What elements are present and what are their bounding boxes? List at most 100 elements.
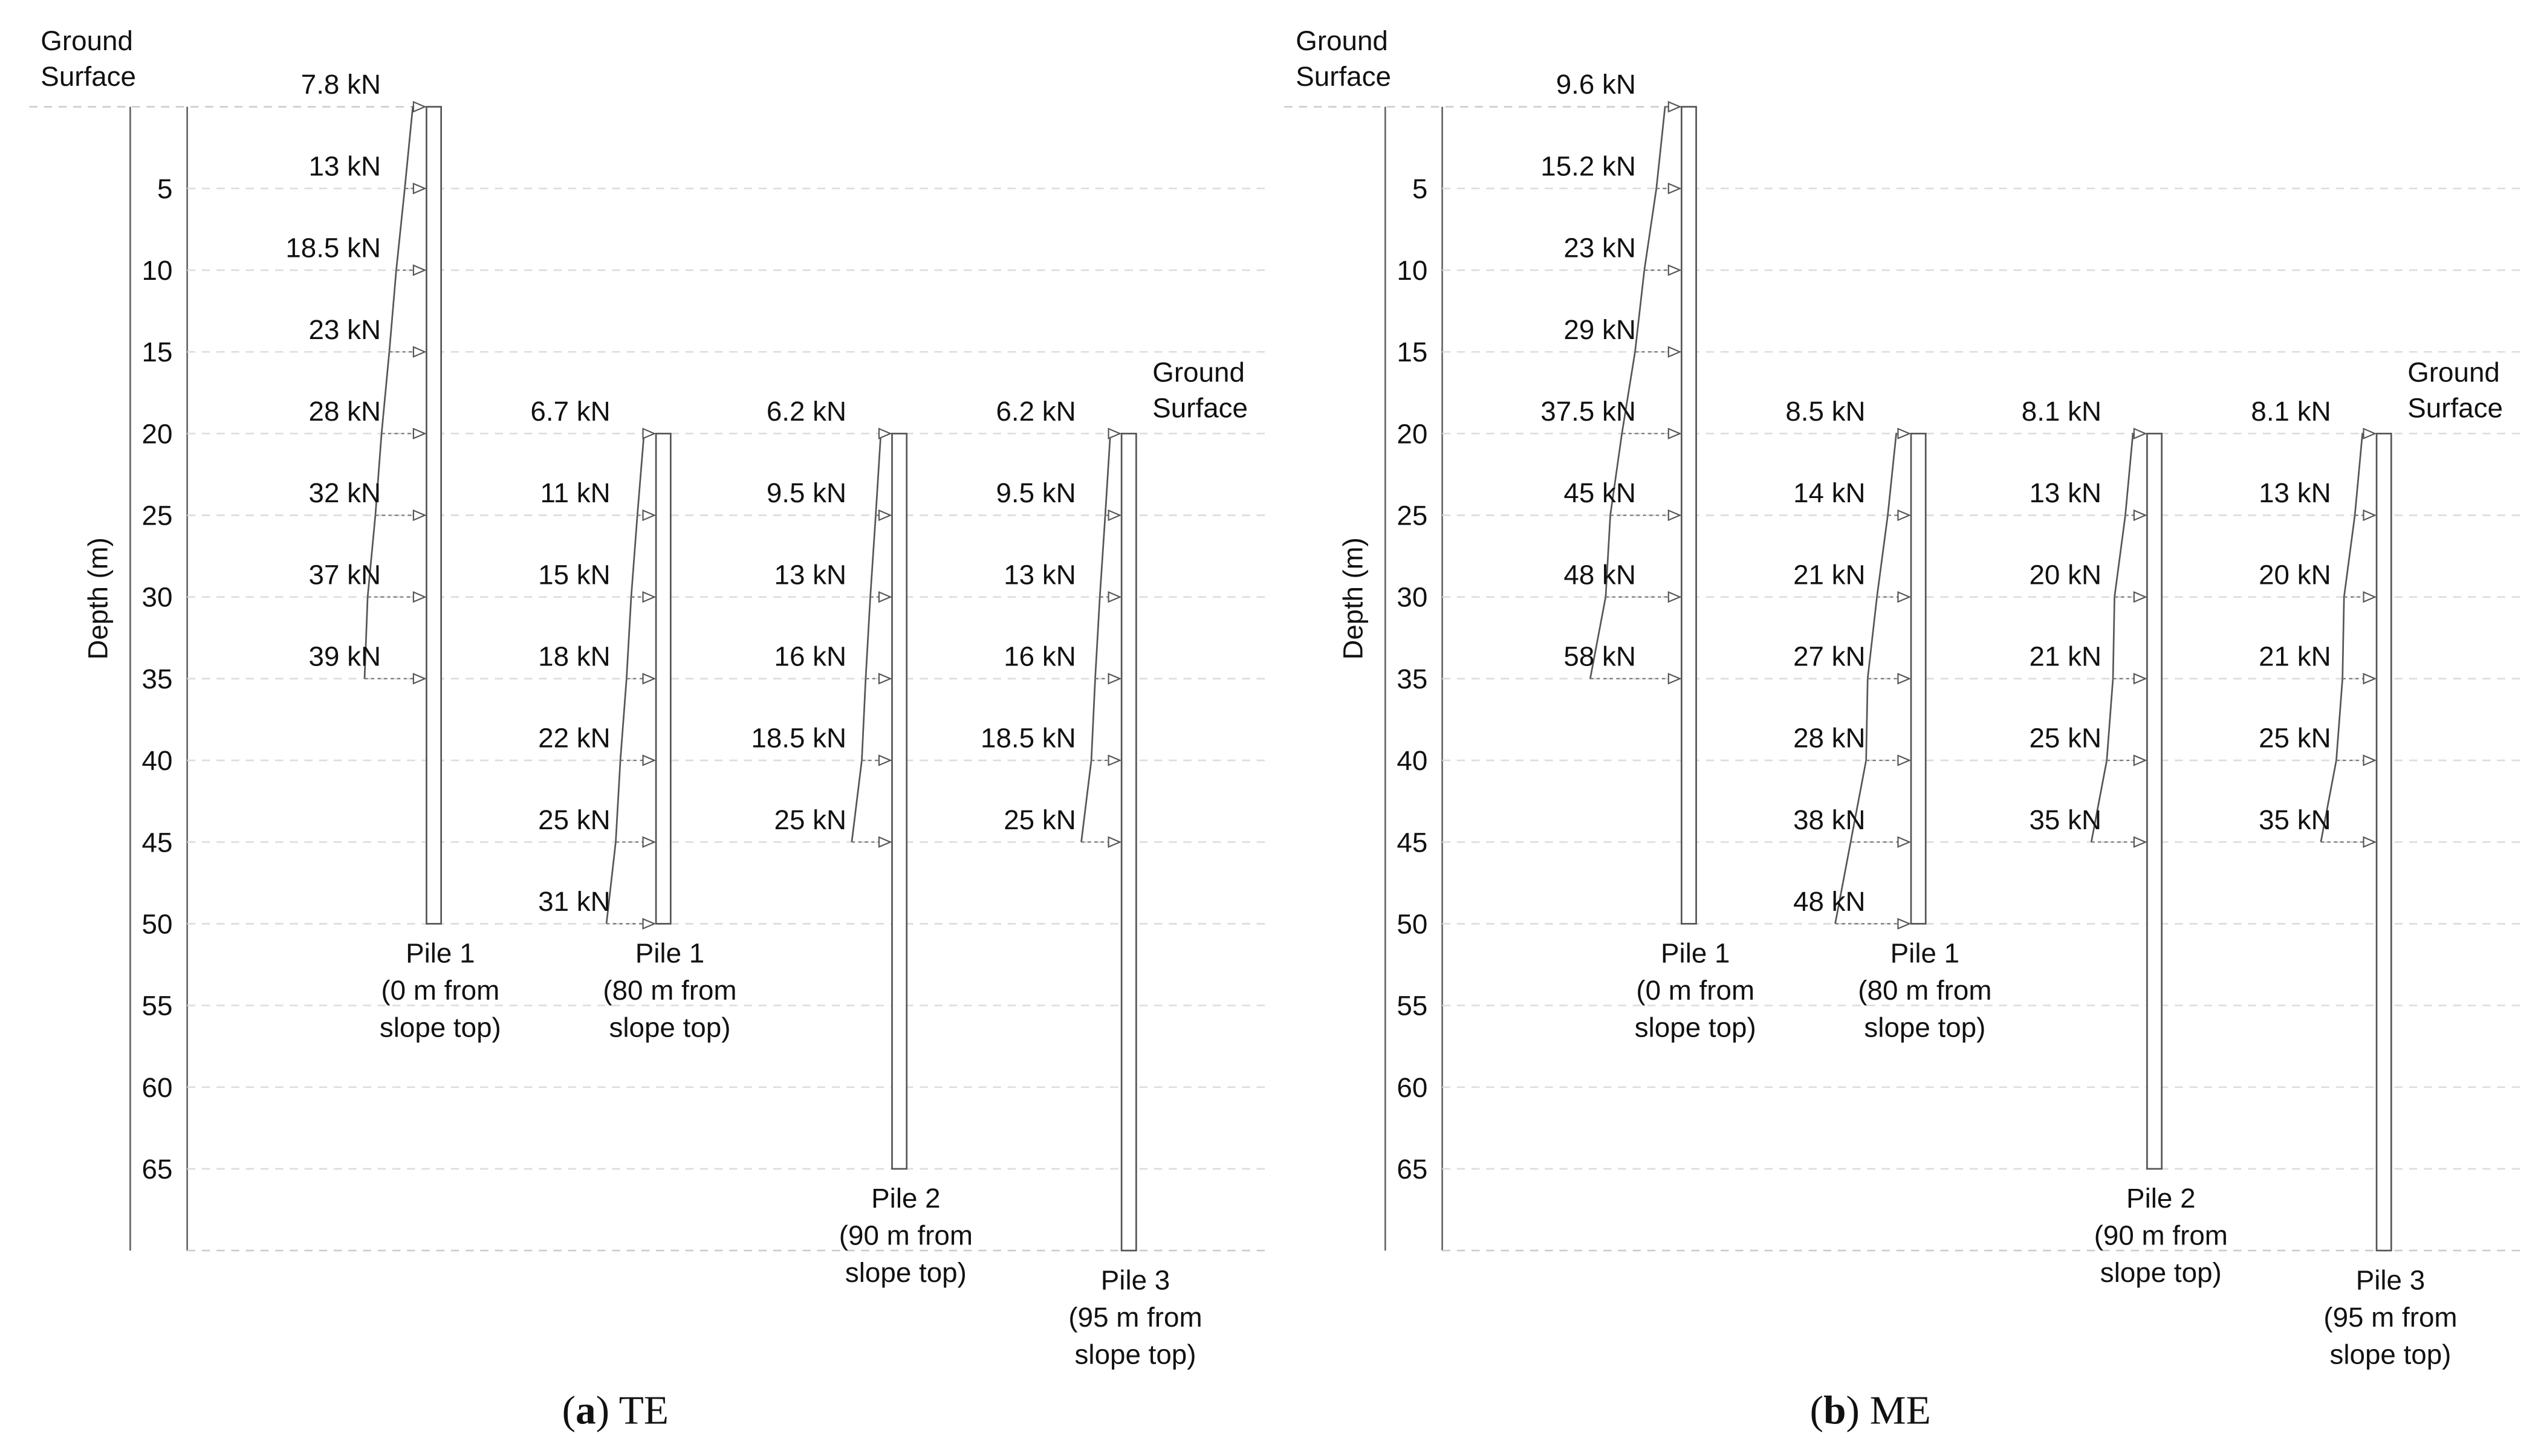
arrow-head bbox=[1897, 673, 1912, 685]
pile-label-line: (95 m from bbox=[2323, 1302, 2457, 1333]
load-label: 23 kN bbox=[309, 314, 381, 345]
y-tick-label: 65 bbox=[142, 1154, 173, 1185]
y-tick-label: 40 bbox=[142, 745, 173, 776]
arrow-head bbox=[2133, 836, 2147, 848]
y-tick-label: 60 bbox=[142, 1072, 173, 1103]
load-label: 6.2 kN bbox=[996, 396, 1076, 427]
load-label: 38 kN bbox=[1793, 804, 1866, 835]
load-label: 20 kN bbox=[2029, 559, 2101, 590]
y-tick-label: 5 bbox=[157, 173, 172, 204]
load-label: 27 kN bbox=[1793, 641, 1866, 672]
arrow-head bbox=[412, 346, 427, 358]
ground-label-line: Ground bbox=[1296, 25, 1388, 56]
load-label: 6.2 kN bbox=[767, 396, 846, 427]
pile bbox=[1120, 433, 1137, 1252]
load-label: 48 kN bbox=[1563, 559, 1636, 590]
load-label: 18 kN bbox=[538, 641, 611, 672]
y-axis-label: Depth (m) bbox=[1338, 537, 1369, 659]
pile bbox=[655, 433, 672, 925]
y-tick-label: 30 bbox=[142, 582, 173, 613]
pile-label: Pile 2 (90 m from slope top) bbox=[839, 1183, 973, 1288]
arrow-head bbox=[1108, 754, 1122, 766]
pile bbox=[2375, 433, 2392, 1252]
arrow-head bbox=[412, 183, 427, 195]
load-label: 7.8 kN bbox=[301, 69, 381, 100]
arrow-head bbox=[1108, 673, 1122, 685]
arrow-head bbox=[2363, 509, 2377, 522]
ground-label: Ground Surface bbox=[2407, 357, 2503, 424]
load-label: 21 kN bbox=[2029, 641, 2101, 672]
y-tick-label: 20 bbox=[142, 419, 173, 450]
load-label: 21 kN bbox=[2259, 641, 2331, 672]
load-label: 9.5 kN bbox=[767, 477, 846, 508]
load-label: 45 kN bbox=[1563, 477, 1636, 508]
arrow-head bbox=[642, 673, 657, 685]
y-tick-label: 30 bbox=[1397, 582, 1427, 613]
caption-part: ) ME bbox=[1846, 1388, 1931, 1433]
y-tick-label: 40 bbox=[1397, 745, 1427, 776]
y-tick-label: 5 bbox=[1412, 173, 1427, 204]
y-tick-label: 45 bbox=[142, 827, 173, 858]
arrow-head bbox=[1108, 509, 1122, 522]
pile-label-line: (90 m from bbox=[839, 1220, 973, 1251]
load-label: 14 kN bbox=[1793, 477, 1866, 508]
pile-label: Pile 1 (0 m from slope top) bbox=[380, 938, 501, 1043]
caption-part: a bbox=[576, 1388, 596, 1433]
load-label: 35 kN bbox=[2259, 804, 2331, 835]
arrow-head bbox=[412, 264, 427, 276]
arrow-head bbox=[2363, 427, 2377, 440]
pile-label: Pile 2 (90 m from slope top) bbox=[2094, 1183, 2228, 1288]
load-label: 6.7 kN bbox=[530, 396, 610, 427]
arrow-head bbox=[2133, 591, 2147, 603]
arrow-head bbox=[642, 836, 657, 848]
pile-label-line: Pile 3 bbox=[2356, 1264, 2425, 1295]
ground-label-line: Surface bbox=[41, 61, 136, 92]
arrow-head bbox=[412, 509, 427, 522]
arrow-head bbox=[642, 509, 657, 522]
pile-label-line: slope top) bbox=[609, 1012, 730, 1043]
arrow-head bbox=[412, 673, 427, 685]
load-label: 21 kN bbox=[1793, 559, 1866, 590]
load-label: 23 kN bbox=[1563, 233, 1636, 264]
y-tick-label: 20 bbox=[1397, 419, 1427, 450]
arrow-head bbox=[1108, 427, 1122, 440]
arrow-head bbox=[1108, 836, 1122, 848]
ground-label-line: Surface bbox=[1152, 393, 1248, 424]
arrow-head bbox=[2363, 673, 2377, 685]
ground-label-line: Ground bbox=[1152, 357, 1245, 388]
y-tick-label: 65 bbox=[1397, 1154, 1427, 1185]
pile-label-line: slope top) bbox=[1075, 1339, 1196, 1370]
arrow-head bbox=[1667, 509, 1682, 522]
caption-part: b bbox=[1823, 1388, 1846, 1433]
arrow-head bbox=[642, 591, 657, 603]
y-tick-label: 35 bbox=[1397, 664, 1427, 694]
arrow-head bbox=[1667, 427, 1682, 440]
load-label: 37 kN bbox=[309, 559, 381, 590]
arrow-head bbox=[1667, 101, 1682, 113]
arrow-head bbox=[1897, 754, 1912, 766]
arrow-head bbox=[2133, 673, 2147, 685]
arrow-head bbox=[878, 836, 892, 848]
arrow-head bbox=[1897, 509, 1912, 522]
pile-label-line: slope top) bbox=[1635, 1012, 1756, 1043]
arrow-head bbox=[412, 591, 427, 603]
load-label: 25 kN bbox=[538, 804, 611, 835]
y-tick-label: 15 bbox=[1397, 337, 1427, 367]
ground-label-line: Ground bbox=[41, 25, 133, 56]
y-tick-label: 45 bbox=[1397, 827, 1427, 858]
load-label: 25 kN bbox=[1004, 804, 1076, 835]
pile-label-line: Pile 1 bbox=[1890, 938, 1959, 969]
y-tick-label: 55 bbox=[1397, 991, 1427, 1021]
load-label: 18.5 kN bbox=[981, 723, 1076, 754]
caption-part: ( bbox=[562, 1388, 576, 1433]
arrow-head bbox=[2133, 509, 2147, 522]
arrow-head bbox=[2363, 836, 2377, 848]
load-label: 13 kN bbox=[2259, 477, 2331, 508]
caption: (b) ME bbox=[1810, 1388, 1931, 1433]
arrow-head bbox=[642, 917, 657, 930]
pile-label-line: slope top) bbox=[2329, 1339, 2451, 1370]
load-label: 29 kN bbox=[1563, 314, 1636, 345]
load-label: 13 kN bbox=[2029, 477, 2101, 508]
arrow-head bbox=[1108, 591, 1122, 603]
pile-label: Pile 1 (0 m from slope top) bbox=[1635, 938, 1756, 1043]
